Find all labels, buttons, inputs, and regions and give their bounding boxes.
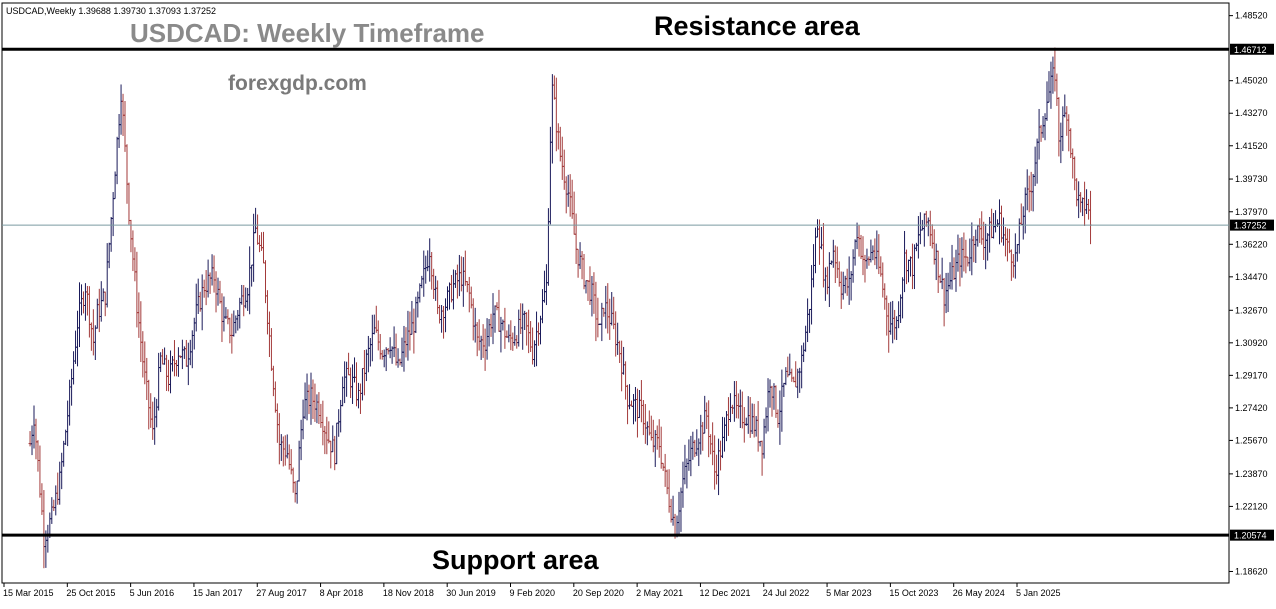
y-tick-label: 1.43270 — [1235, 108, 1268, 118]
x-tick-label: 15 Mar 2015 — [3, 588, 54, 598]
support-level-box: 1.20574 — [1230, 529, 1274, 541]
y-tick-label: 1.27420 — [1235, 403, 1268, 413]
y-tick-label: 1.36220 — [1235, 239, 1268, 249]
y-tick-label: 1.23870 — [1235, 469, 1268, 479]
y-tick-label: 1.32670 — [1235, 305, 1268, 315]
x-tick-label: 2 May 2021 — [636, 588, 683, 598]
y-tick-label: 1.39730 — [1235, 174, 1268, 184]
x-tick-label: 12 Dec 2021 — [699, 588, 750, 598]
price-bars — [28, 47, 1093, 569]
y-tick-label: 1.37970 — [1235, 207, 1268, 217]
x-tick-label: 15 Jan 2017 — [193, 588, 243, 598]
x-tick-label: 8 Apr 2018 — [320, 588, 364, 598]
price-axis: 1.48520 1.45020 1.43270 1.41520 1.39730 1.379… — [1229, 11, 1268, 576]
x-tick-label: 27 Aug 2017 — [256, 588, 307, 598]
current-price-marker — [1230, 219, 1274, 231]
resistance-label: Resistance area — [654, 11, 861, 41]
y-tick-label: 1.18620 — [1235, 566, 1268, 576]
y-tick-label: 1.30920 — [1235, 338, 1268, 348]
support-label: Support area — [432, 545, 600, 575]
symbol-info: USDCAD,Weekly 1.39688 1.39730 1.37093 1.… — [6, 6, 216, 16]
x-tick-label: 20 Sep 2020 — [573, 588, 624, 598]
y-tick-label: 1.25670 — [1235, 435, 1268, 445]
x-tick-label: 18 Nov 2018 — [383, 588, 434, 598]
x-tick-label: 5 Jan 2025 — [1016, 588, 1061, 598]
x-tick-label: 24 Jul 2022 — [763, 588, 810, 598]
x-tick-label: 15 Oct 2023 — [889, 588, 938, 598]
time-axis: 15 Mar 2015 25 Oct 2015 5 Jun 2016 15 Jan 2… — [3, 583, 1061, 598]
y-tick-label: 1.48520 — [1235, 11, 1268, 21]
support-level-marker — [1230, 529, 1274, 541]
y-tick-label: 1.41520 — [1235, 141, 1268, 151]
watermark: forexgdp.com — [228, 72, 367, 95]
support-level-value: 1.20574 — [1234, 531, 1267, 541]
x-tick-label: 5 Mar 2023 — [826, 588, 872, 598]
current-price-value: 1.37252 — [1234, 221, 1267, 231]
y-tick-label: 1.45020 — [1235, 76, 1268, 86]
y-tick-label: 1.22120 — [1235, 501, 1268, 511]
chart-title: USDCAD: Weekly Timeframe — [130, 18, 485, 48]
resistance-level-box: 1.46712 — [1230, 43, 1274, 55]
x-tick-label: 25 Oct 2015 — [66, 588, 115, 598]
x-tick-label: 30 Jun 2019 — [446, 588, 496, 598]
current-price-box: 1.37252 — [1230, 219, 1274, 231]
resistance-level-marker — [1230, 43, 1274, 55]
resistance-level-value: 1.46712 — [1234, 45, 1267, 55]
plot-frame — [1, 2, 1230, 584]
x-tick-label: 5 Jun 2016 — [130, 588, 175, 598]
x-tick-label: 26 May 2024 — [953, 588, 1005, 598]
x-tick-label: 9 Feb 2020 — [510, 588, 556, 598]
y-tick-label: 1.29170 — [1235, 370, 1268, 380]
y-tick-label: 1.34470 — [1235, 272, 1268, 282]
